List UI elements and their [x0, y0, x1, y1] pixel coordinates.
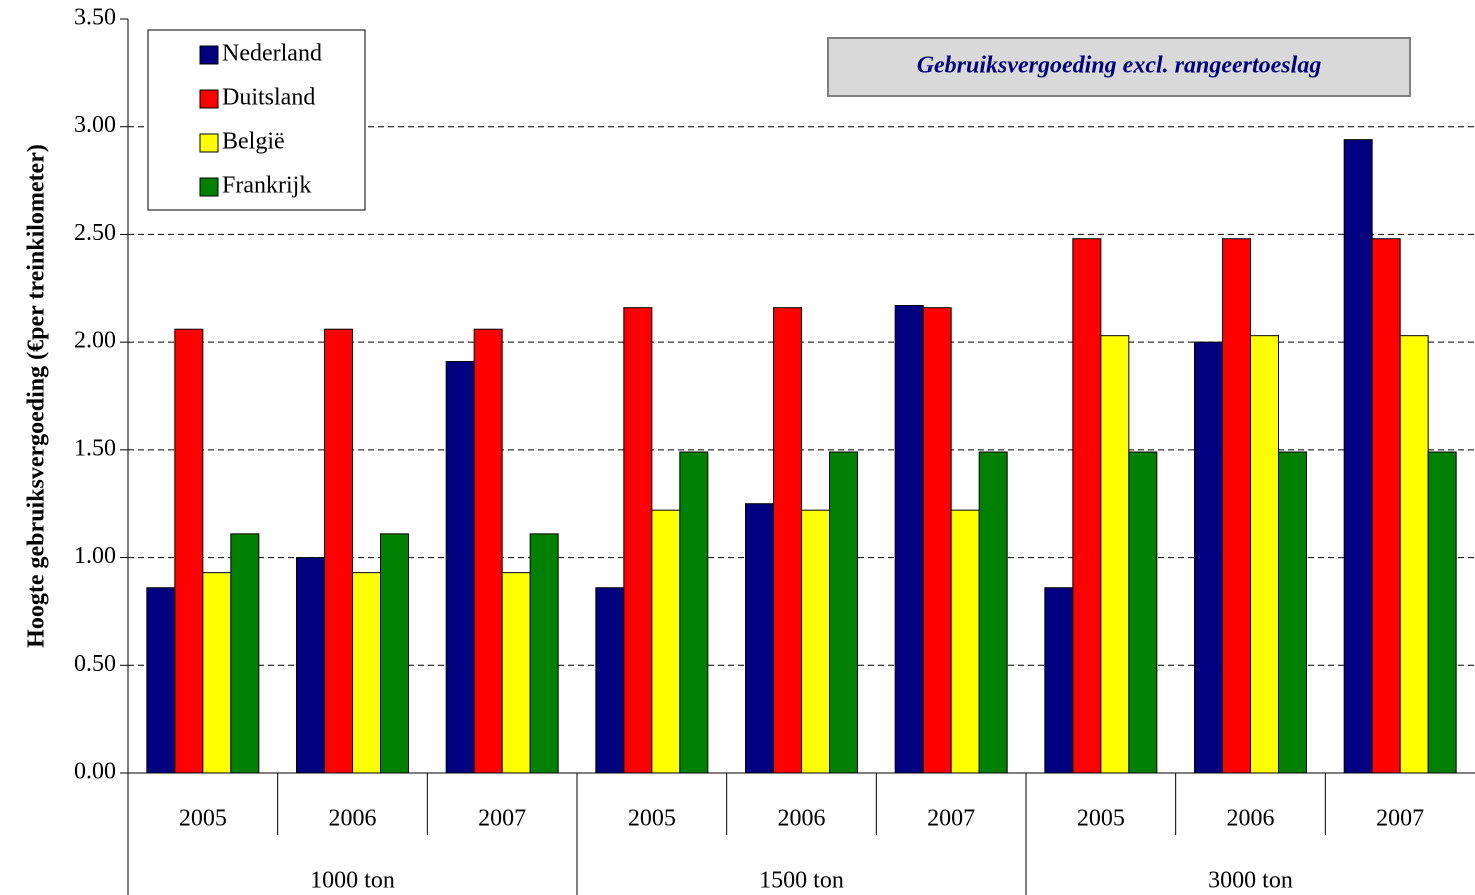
bar — [894, 305, 924, 774]
bar — [651, 509, 681, 774]
bar — [623, 307, 653, 774]
bar — [202, 572, 232, 774]
bar — [922, 307, 952, 774]
y-tick-label: 0.50 — [74, 651, 116, 677]
x-tick-label: 2007 — [478, 806, 526, 832]
bar — [1222, 238, 1251, 774]
legend-swatch — [199, 133, 219, 153]
y-tick-label: 1.50 — [74, 435, 116, 461]
x-tick-label: 2005 — [628, 806, 676, 832]
bar — [174, 328, 204, 774]
bar — [1128, 451, 1158, 774]
group-label: 1500 ton — [759, 868, 844, 894]
x-tick-label: 2006 — [778, 806, 826, 832]
bar — [1072, 238, 1102, 774]
bar — [801, 509, 830, 774]
bar — [529, 533, 559, 774]
y-tick-label: 2.00 — [74, 328, 116, 354]
bar — [595, 587, 625, 774]
y-tick-label: 3.00 — [74, 112, 116, 138]
legend-label: België — [222, 129, 285, 155]
bar — [829, 451, 858, 774]
bar — [978, 451, 1008, 774]
bar — [1427, 451, 1457, 774]
bar — [1044, 587, 1074, 774]
y-axis-label: Hoogte gebruiksvergoeding (€per treinkil… — [24, 144, 50, 648]
bar — [296, 557, 325, 774]
bar — [773, 307, 802, 774]
bar — [445, 361, 475, 774]
y-tick-label: 2.50 — [74, 220, 116, 246]
bar — [679, 451, 709, 774]
annotation: Gebruiksvergoeding excl. rangeertoeslag — [917, 53, 1322, 79]
bar — [745, 503, 774, 774]
x-tick-label: 2006 — [1227, 806, 1275, 832]
bar — [1278, 451, 1307, 774]
bar — [1250, 335, 1279, 774]
x-tick-label: 2006 — [329, 806, 377, 832]
group-label: 1000 ton — [310, 868, 395, 894]
bar — [1399, 335, 1429, 774]
y-tick-label: 1.00 — [74, 543, 116, 569]
y-tick-label: 0.00 — [74, 759, 116, 785]
legend-swatch — [199, 89, 219, 109]
bar — [1194, 341, 1223, 774]
legend-label: Frankrijk — [222, 173, 311, 199]
bar — [501, 572, 531, 774]
bar — [324, 328, 353, 774]
bar — [230, 533, 260, 774]
legend-box — [147, 29, 366, 211]
annotation-box — [827, 37, 1411, 97]
bar — [1100, 335, 1130, 774]
bar — [352, 572, 381, 774]
x-tick-label: 2007 — [927, 806, 975, 832]
x-tick-label: 2005 — [1077, 806, 1125, 832]
legend-label: Duitsland — [222, 85, 315, 111]
x-tick-label: 2007 — [1376, 806, 1424, 832]
legend-label: Nederland — [222, 41, 322, 67]
y-tick-label: 3.50 — [74, 5, 116, 31]
group-label: 3000 ton — [1208, 868, 1293, 894]
legend-swatch — [199, 177, 219, 197]
bar — [473, 328, 503, 774]
bar — [950, 509, 980, 774]
bar — [1371, 238, 1401, 774]
bar — [1343, 139, 1373, 774]
bar — [380, 533, 409, 774]
x-tick-label: 2005 — [179, 806, 227, 832]
bar — [146, 587, 176, 774]
legend-swatch — [199, 45, 219, 65]
